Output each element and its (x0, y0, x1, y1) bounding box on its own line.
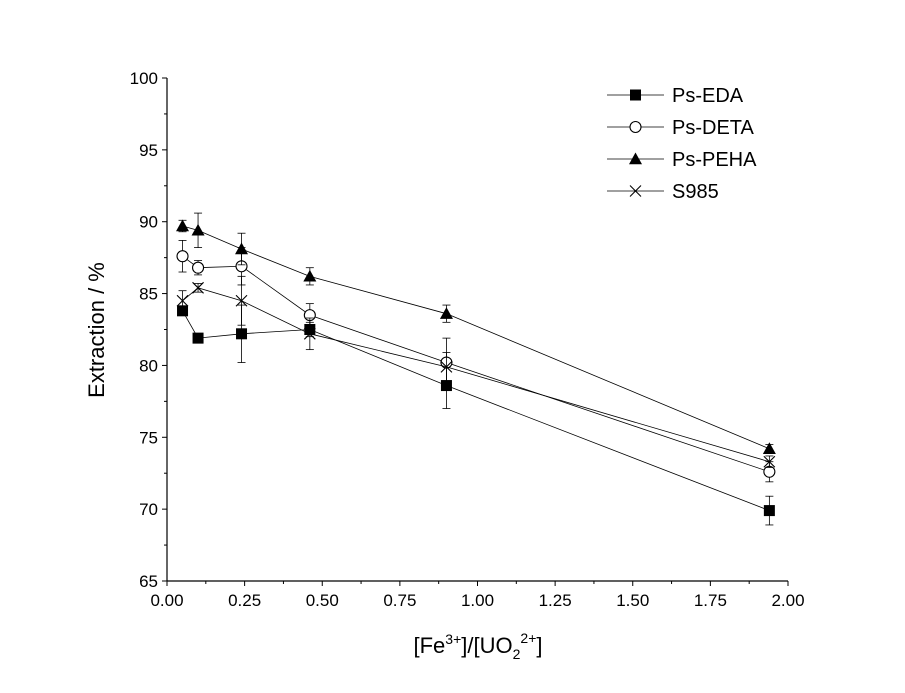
legend-item-ps-eda: Ps-EDA (607, 85, 744, 107)
legend-item-s985: S985 (607, 181, 719, 203)
legend-label: S985 (672, 181, 719, 203)
legend-marker-ps-peha (629, 152, 642, 165)
y-axis-title: Extraction / % (84, 262, 109, 398)
y-tick-label: 75 (139, 428, 158, 447)
data-point-ps-deta (763, 465, 776, 478)
x-tick-label: 0.50 (306, 591, 339, 610)
x-tick-label: 0.00 (150, 591, 183, 610)
x-tick-label: 1.00 (461, 591, 494, 610)
data-point-ps-peha (191, 223, 205, 236)
data-point-ps-eda (763, 505, 775, 517)
x-marker-stroke (763, 455, 776, 468)
data-point-s985 (303, 327, 316, 340)
y-tick-label: 100 (130, 69, 158, 88)
x-title-part-1: [Fe (414, 633, 446, 658)
legend-marker-ps-eda (630, 89, 641, 101)
data-point-ps-eda (192, 332, 204, 344)
series-ps-deta (176, 239, 776, 483)
data-point-s985 (763, 455, 776, 468)
legend-item-ps-peha: Ps-PEHA (607, 149, 757, 171)
x-marker-stroke (303, 327, 316, 340)
series-ps-peha (176, 212, 776, 454)
series-line-s985 (182, 287, 770, 463)
legend-label: Ps-DETA (672, 117, 755, 139)
y-tick-label: 95 (139, 141, 158, 160)
y-tick-label: 70 (139, 500, 158, 519)
data-point-s985 (440, 360, 453, 373)
x-marker-stroke (176, 294, 189, 307)
series-line-ps-deta (182, 255, 770, 473)
legend-marker-ps-deta (629, 120, 642, 134)
data-point-ps-deta (176, 250, 189, 263)
x-ticks: 0.00 0.25 0.50 0.75 1.00 1.25 1.50 1.75 2.00 (150, 581, 805, 610)
x-axis-title: [Fe3+]/[UO22+] (414, 630, 543, 662)
x-tick-label: 2.00 (771, 591, 804, 610)
legend: Ps-EDA Ps-DETA Ps-PEHA S985 (607, 85, 757, 203)
y-tick-label: 90 (139, 213, 158, 232)
legend-item-ps-deta: Ps-DETA (607, 117, 755, 139)
y-ticks: 65 70 75 80 85 90 95 100 (130, 69, 167, 591)
y-tick-label: 85 (139, 285, 158, 304)
series-s985 (176, 275, 776, 468)
legend-marker-s985 (629, 185, 642, 197)
data-point-ps-peha (762, 442, 776, 454)
x-tick-label: 1.75 (694, 591, 727, 610)
x-tick-label: 1.25 (539, 591, 572, 610)
x-marker-stroke (440, 360, 453, 373)
data-point-ps-peha (303, 269, 317, 282)
x-tick-label: 0.75 (383, 591, 416, 610)
x-tick-label: 0.25 (228, 591, 261, 610)
data-point-ps-peha (176, 219, 190, 232)
data-point-ps-peha (235, 242, 249, 255)
x-tick-label: 1.50 (616, 591, 649, 610)
x-title-part-3: ] (536, 633, 542, 658)
x-title-sup-1: 3+ (445, 631, 461, 647)
y-tick-label: 80 (139, 356, 158, 375)
data-point-s985 (176, 294, 189, 307)
x-marker-stroke (629, 185, 642, 197)
x-title-sup-2: 2+ (520, 630, 536, 646)
series-line-ps-eda (182, 310, 770, 511)
x-title-sub: 2 (513, 646, 521, 662)
data-point-ps-peha (439, 307, 453, 319)
legend-label: Ps-EDA (672, 85, 744, 107)
x-title-part-2: ]/[UO (461, 633, 512, 658)
data-point-ps-deta (192, 261, 205, 274)
x-marker-stroke (235, 294, 248, 307)
data-point-s985 (192, 281, 204, 294)
data-point-s985 (235, 294, 248, 307)
x-marker-stroke (192, 281, 204, 294)
series-ps-eda (177, 304, 775, 526)
data-point-ps-eda (236, 328, 248, 340)
series-layer (176, 212, 776, 526)
legend-label: Ps-PEHA (672, 149, 757, 171)
series-line-ps-peha (182, 225, 770, 450)
y-tick-label: 65 (139, 572, 158, 591)
